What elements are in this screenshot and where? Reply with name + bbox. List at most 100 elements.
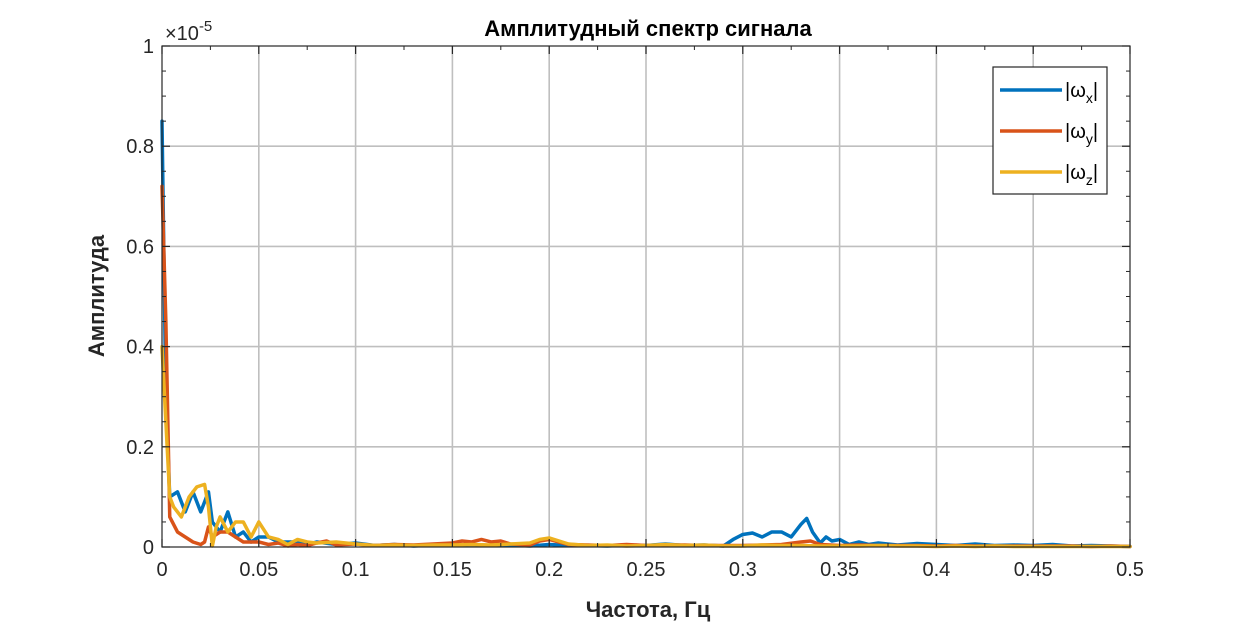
data-point <box>336 545 337 546</box>
data-point <box>287 544 288 545</box>
data-point <box>812 531 813 532</box>
data-point <box>917 546 918 547</box>
data-point <box>181 516 182 517</box>
x-axis-title: Частота, Гц <box>586 597 711 622</box>
data-point <box>208 491 209 492</box>
data-point <box>831 540 832 541</box>
data-point <box>462 540 463 541</box>
chart-title: Амплитудный спектр сигнала <box>484 16 812 41</box>
data-point <box>177 491 178 492</box>
data-point <box>568 543 569 544</box>
data-point <box>227 531 228 532</box>
data-point <box>626 546 627 547</box>
data-point <box>243 541 244 542</box>
y-tick-label: 0.8 <box>126 136 154 158</box>
data-point <box>316 542 317 543</box>
data-point <box>251 536 252 537</box>
data-point <box>897 546 898 547</box>
data-point <box>826 536 827 537</box>
grid <box>162 46 1130 547</box>
data-point <box>433 545 434 546</box>
data-point <box>287 541 288 542</box>
data-point <box>243 531 244 532</box>
data-point <box>227 511 228 512</box>
data-point <box>684 545 685 546</box>
data-point <box>781 545 782 546</box>
x-tick-labels: 0 0.05 0.1 0.15 0.2 0.25 0.3 0.35 0.4 0.45 0.5 <box>156 559 1143 581</box>
axis-ticks <box>161 45 1131 548</box>
data-point <box>268 536 269 537</box>
data-point <box>539 539 540 540</box>
data-point <box>212 546 213 547</box>
data-point <box>800 545 801 546</box>
data-point <box>810 540 811 541</box>
legend-label-omega-x: |ωx| <box>1065 80 1098 106</box>
data-point <box>491 545 492 546</box>
data-point <box>394 545 395 546</box>
data-point <box>268 544 269 545</box>
data-point <box>471 541 472 542</box>
data-point <box>742 534 743 535</box>
legend: |ωx| |ωy| |ωz| <box>992 66 1108 195</box>
data-point <box>955 546 956 547</box>
data-point <box>243 521 244 522</box>
x-tick-label: 0.25 <box>627 559 666 581</box>
data-point <box>820 546 821 547</box>
data-point <box>204 484 205 485</box>
data-point <box>510 543 511 544</box>
x-tick-label: 0.4 <box>922 559 950 581</box>
data-point <box>665 544 666 545</box>
y-tick-label: 0.6 <box>126 236 154 258</box>
data-point <box>212 521 213 522</box>
data-point <box>185 536 186 537</box>
data-point <box>806 518 807 519</box>
data-point <box>192 541 193 542</box>
data-point <box>307 541 308 542</box>
data-point <box>491 541 492 542</box>
legend-label-omega-y: |ωy| <box>1065 121 1098 147</box>
data-point <box>878 545 879 546</box>
data-point <box>800 524 801 525</box>
data-point <box>169 516 170 517</box>
data-point <box>189 496 190 497</box>
data-point <box>413 545 414 546</box>
data-point <box>752 532 753 533</box>
data-point <box>177 531 178 532</box>
x-tick-label: 0.15 <box>433 559 472 581</box>
data-point <box>733 539 734 540</box>
data-point <box>471 544 472 545</box>
x-tick-label: 0.45 <box>1014 559 1053 581</box>
data-point <box>235 521 236 522</box>
data-point <box>297 544 298 545</box>
data-point <box>258 521 259 522</box>
x-tick-label: 0.2 <box>535 559 563 581</box>
data-point <box>220 531 221 532</box>
series-line-omega-z <box>160 344 1132 549</box>
data-point <box>374 545 375 546</box>
y-exponent-label: ×10-5 <box>165 18 212 45</box>
series-omega-z <box>160 344 1132 549</box>
data-point <box>258 536 259 537</box>
x-tick-label: 0.05 <box>239 559 278 581</box>
data-point <box>204 541 205 542</box>
data-point <box>220 516 221 517</box>
x-tick-label: 0.5 <box>1116 559 1144 581</box>
data-point <box>200 511 201 512</box>
data-point <box>587 545 588 546</box>
data-point <box>723 546 724 547</box>
data-point <box>800 541 801 542</box>
data-point <box>529 542 530 543</box>
data-point <box>216 526 217 527</box>
data-point <box>173 506 174 507</box>
data-point <box>771 531 772 532</box>
x-tick-label: 0.1 <box>342 559 370 581</box>
data-point <box>251 541 252 542</box>
data-point <box>762 545 763 546</box>
y-exponent-power: -5 <box>199 18 212 35</box>
data-point <box>549 537 550 538</box>
data-point <box>762 536 763 537</box>
data-point <box>994 546 995 547</box>
data-point <box>196 486 197 487</box>
data-point <box>791 536 792 537</box>
